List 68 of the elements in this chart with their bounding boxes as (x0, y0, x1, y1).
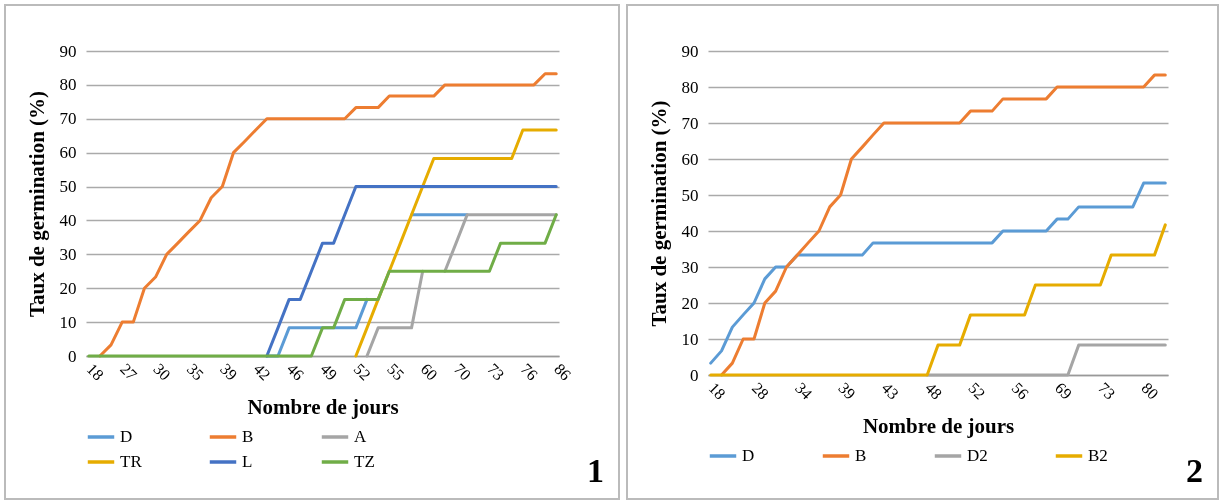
y-tick-label: 60 (59, 143, 77, 163)
x-tick-label: 49 (317, 360, 341, 384)
y-tick-label: 90 (59, 41, 77, 61)
y-tick-label: 40 (681, 221, 699, 241)
legend-label: B (242, 427, 254, 446)
line-series (709, 181, 1167, 365)
y-tick-label: 10 (59, 312, 77, 332)
x-tick-label: 35 (183, 360, 208, 384)
x-tick-label: 73 (1095, 379, 1119, 403)
x-tick-label: 52 (350, 360, 375, 384)
y-tick-label: 80 (681, 77, 699, 97)
legend-label: TR (120, 452, 143, 471)
y-tick-label: 30 (59, 244, 77, 264)
y-tick-label: 50 (681, 185, 699, 205)
legend-label: B2 (1088, 446, 1108, 465)
x-tick-label: 18 (83, 360, 107, 384)
legend-label: TZ (354, 452, 375, 471)
legend-label: L (242, 452, 253, 471)
line-series (709, 223, 1167, 377)
x-tick-label: 39 (835, 379, 859, 403)
y-tick-label: 90 (681, 41, 699, 61)
y-axis-title: Taux de germination (%) (646, 100, 671, 327)
x-tick-label: 28 (748, 379, 773, 403)
x-tick-label: 60 (417, 360, 441, 384)
text: 1 (587, 452, 604, 490)
x-tick-label: 70 (450, 360, 475, 384)
x-tick-label: 76 (517, 360, 542, 384)
legend-label: B (855, 446, 867, 465)
y-tick-label: 0 (690, 365, 699, 385)
x-tick-label: 86 (551, 360, 575, 384)
y-tick-label: 80 (59, 75, 77, 95)
x-tick-label: 27 (117, 360, 141, 384)
line-series (87, 213, 558, 358)
x-tick-label: 39 (217, 360, 241, 384)
line-series (720, 73, 1167, 377)
line-series (98, 72, 558, 358)
legend-label: A (354, 427, 367, 446)
y-tick-label: 10 (681, 329, 699, 349)
y-tick-label: 60 (681, 149, 699, 169)
x-tick-label: 80 (1138, 379, 1162, 403)
y-tick-label: 40 (59, 210, 77, 230)
y-tick-label: 70 (59, 109, 77, 129)
x-tick-label: 48 (922, 379, 946, 403)
y-tick-label: 70 (681, 113, 699, 133)
y-tick-label: 50 (59, 177, 77, 197)
x-tick-label: 34 (792, 379, 816, 403)
x-tick-label: 56 (1008, 379, 1032, 403)
text: 2 (1186, 452, 1203, 490)
legend-label: D (120, 427, 133, 446)
legend-label: D2 (967, 446, 988, 465)
x-tick-label: 43 (878, 379, 903, 403)
x-tick-label: 52 (965, 379, 989, 403)
x-axis-title: Nombre de jours (862, 414, 1015, 439)
x-tick-label: 55 (384, 360, 408, 384)
legend-label: D (742, 446, 755, 465)
x-axis-title: Nombre de jours (247, 395, 399, 420)
y-tick-label: 30 (681, 257, 699, 277)
x-tick-label: 69 (1051, 379, 1076, 403)
x-tick-label: 18 (705, 379, 729, 403)
y-axis-title: Taux de germination (%) (24, 90, 49, 318)
y-tick-label: 20 (59, 278, 77, 298)
y-tick-label: 20 (681, 293, 699, 313)
line-series (265, 185, 558, 358)
x-tick-label: 46 (283, 360, 308, 384)
x-tick-label: 42 (250, 360, 274, 384)
y-tick-label: 0 (68, 346, 77, 366)
x-tick-label: 30 (150, 360, 174, 384)
x-tick-label: 73 (484, 360, 508, 384)
